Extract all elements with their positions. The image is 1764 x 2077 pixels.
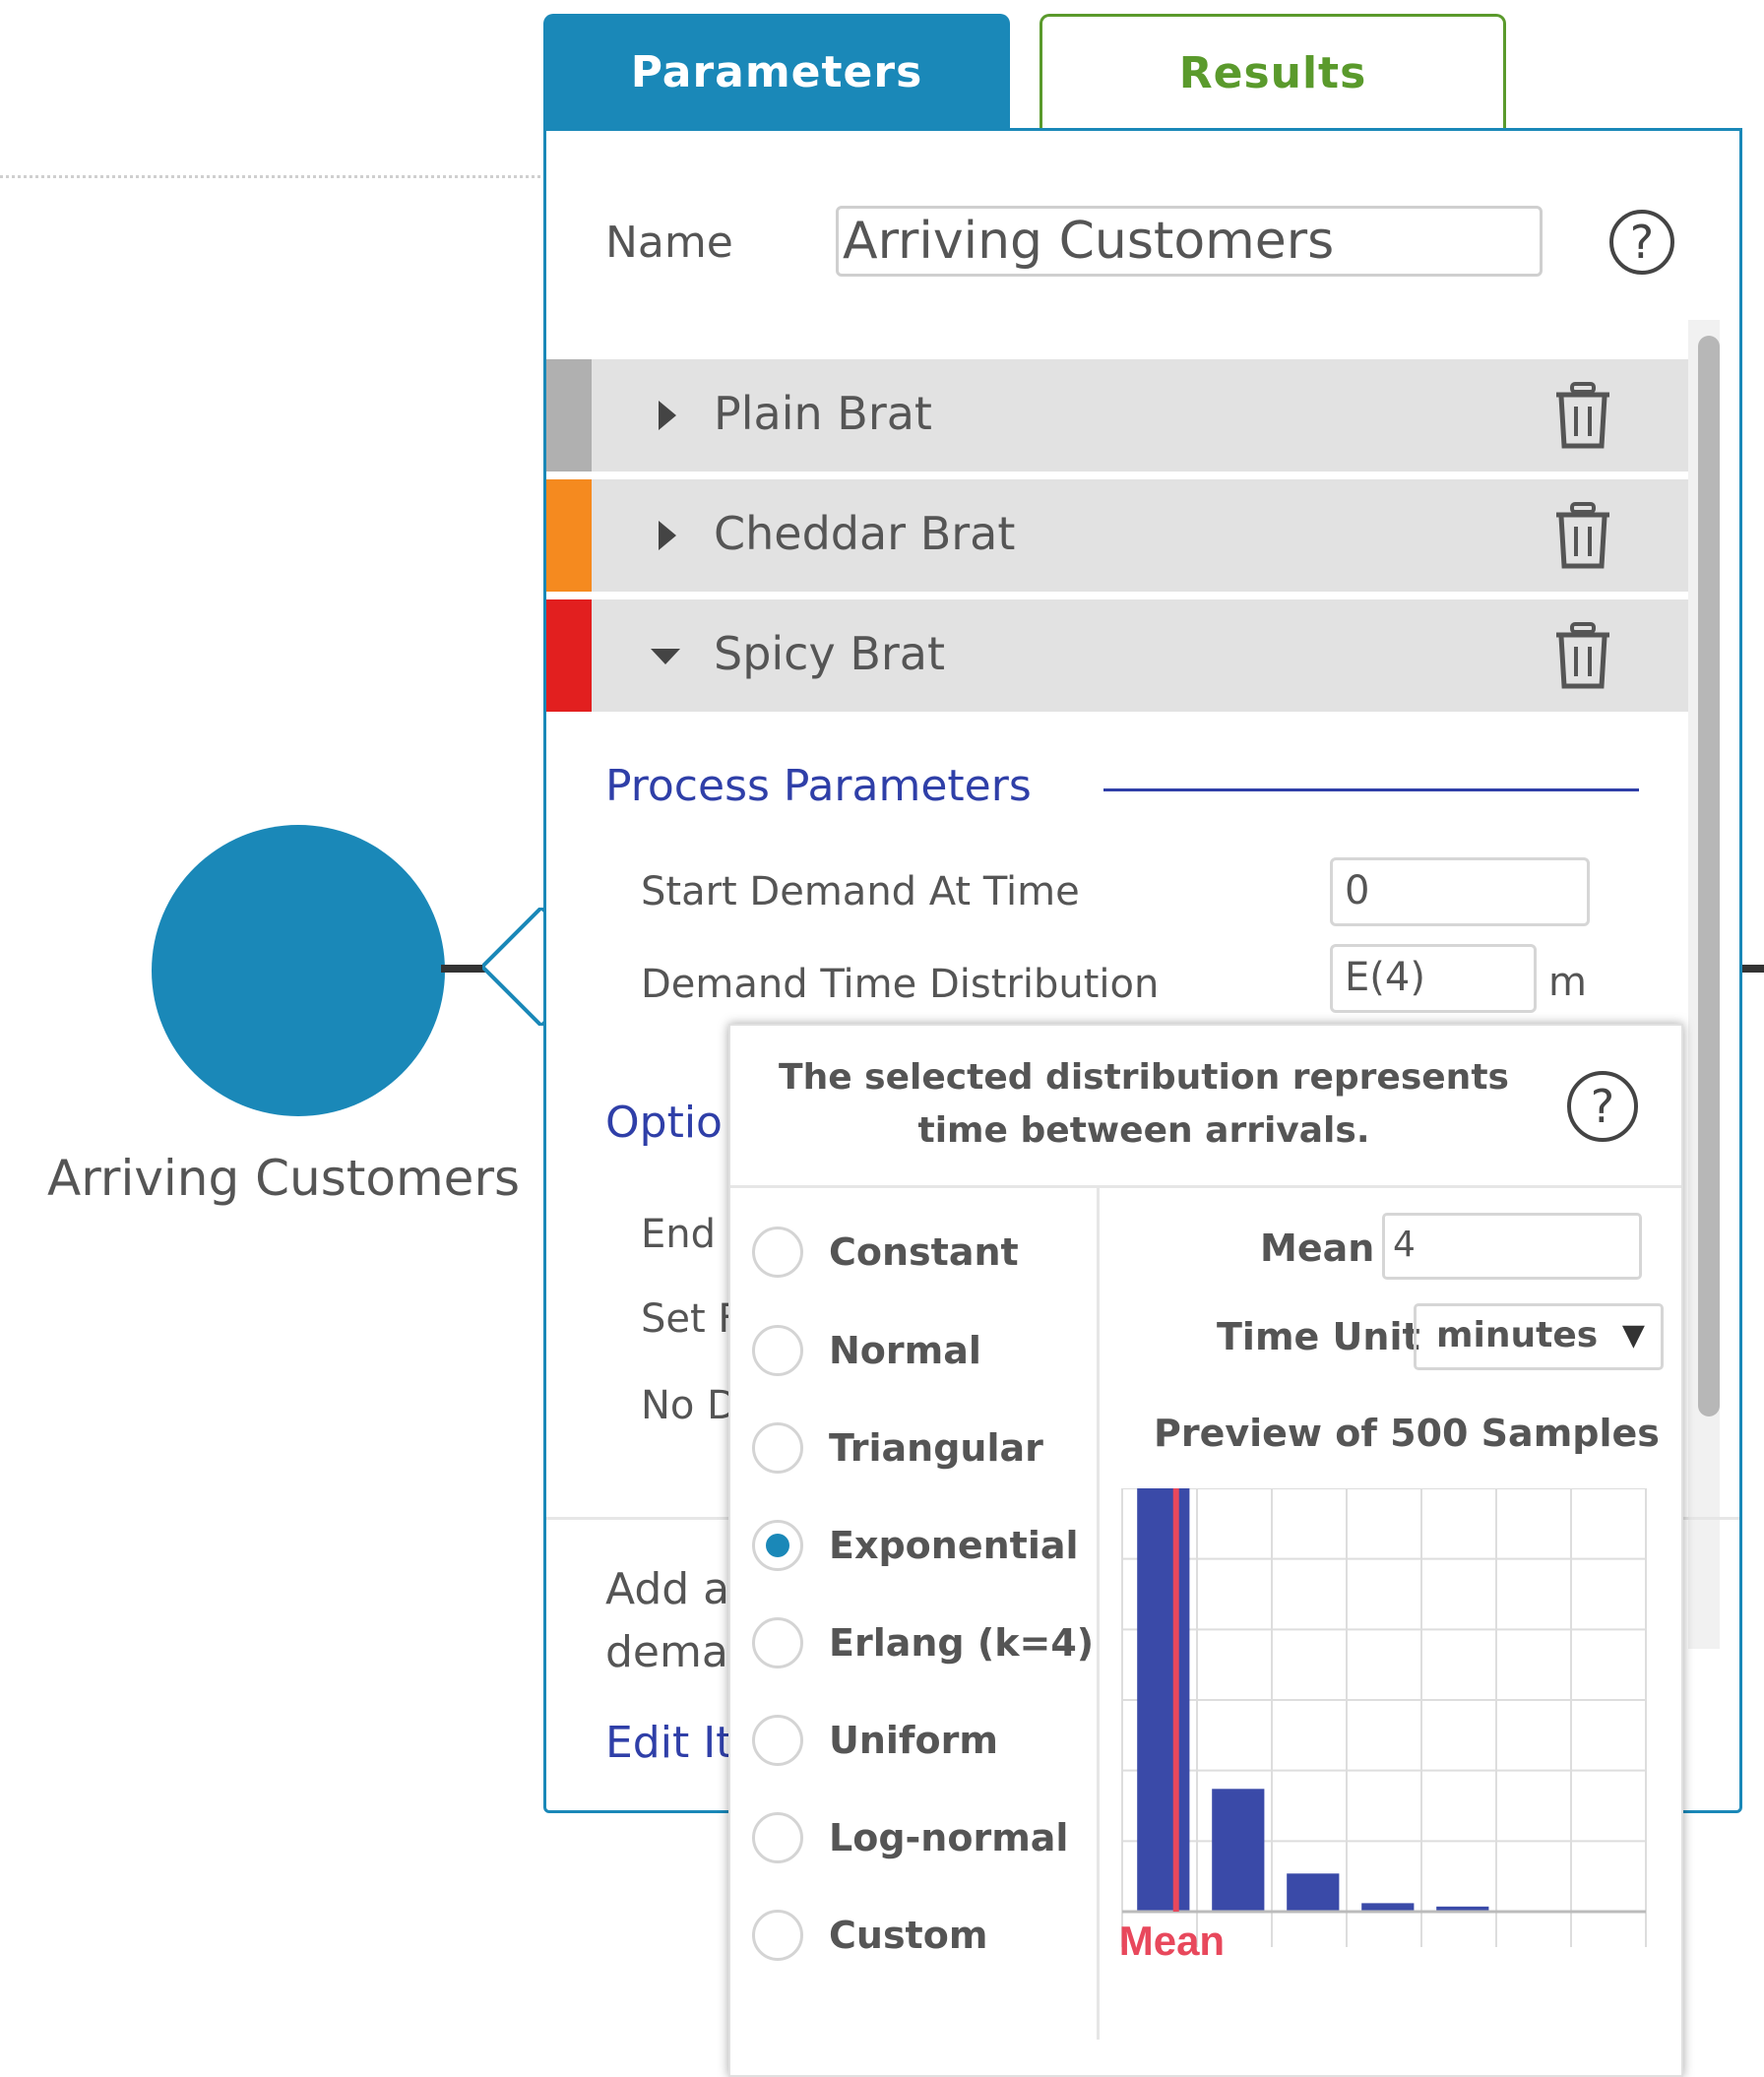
radio-normal[interactable]: Normal — [752, 1319, 981, 1382]
preview-title: Preview of 500 Samples — [1154, 1412, 1660, 1455]
radio-button-selected[interactable] — [752, 1520, 803, 1571]
histogram-bar — [1436, 1906, 1489, 1912]
radio-constant[interactable]: Constant — [752, 1221, 1019, 1284]
tab-parameters[interactable]: Parameters — [543, 14, 1010, 130]
item-color-swatch — [546, 479, 592, 592]
radio-label: Triangular — [829, 1426, 1043, 1470]
trash-icon[interactable] — [1552, 621, 1613, 690]
caret-down-icon[interactable] — [649, 599, 682, 712]
caret-right-icon[interactable] — [657, 359, 678, 472]
demand-distribution-label: Demand Time Distribution — [641, 962, 1160, 1007]
name-label: Name — [605, 218, 733, 268]
item-label: Spicy Brat — [714, 627, 946, 680]
process-parameters-title: Process Parameters — [605, 761, 1032, 811]
radio-log-normal[interactable]: Log-normal — [752, 1806, 1068, 1869]
radio-button[interactable] — [752, 1227, 803, 1278]
panel-scrollbar-thumb[interactable] — [1698, 336, 1720, 1416]
edit-items-link[interactable]: Edit It — [605, 1718, 733, 1768]
radio-button[interactable] — [752, 1812, 803, 1863]
add-text-line: Add a — [605, 1564, 730, 1614]
radio-label: Log-normal — [829, 1816, 1069, 1859]
item-label: Plain Brat — [714, 387, 932, 440]
radio-button[interactable] — [752, 1422, 803, 1474]
sample-histogram: Mean — [1119, 1488, 1647, 1964]
radio-exponential[interactable]: Exponential — [752, 1514, 1079, 1577]
help-icon[interactable]: ? — [1567, 1071, 1638, 1142]
outgoing-connector — [1742, 965, 1764, 973]
help-icon[interactable]: ? — [1609, 210, 1674, 275]
add-text-line: dema — [605, 1627, 728, 1677]
tab-results[interactable]: Results — [1040, 14, 1506, 130]
radio-label: Constant — [829, 1230, 1019, 1274]
radio-label: Normal — [829, 1329, 981, 1372]
histogram-bar — [1287, 1873, 1340, 1912]
start-demand-input[interactable]: 0 — [1330, 857, 1590, 926]
radio-label: Uniform — [829, 1719, 998, 1762]
option-set-label: Set F — [641, 1296, 741, 1342]
radio-triangular[interactable]: Triangular — [752, 1416, 1043, 1479]
add-item-text: Add a dema — [605, 1558, 802, 1684]
caret-right-icon[interactable] — [657, 479, 678, 592]
popup-description: The selected distribution represents tim… — [779, 1057, 1509, 1151]
radio-button[interactable] — [752, 1325, 803, 1376]
node-connector — [441, 965, 485, 973]
mean-marker-label: Mean — [1119, 1918, 1225, 1964]
section-divider — [1103, 788, 1639, 791]
radio-button[interactable] — [752, 1910, 803, 1961]
radio-button[interactable] — [752, 1617, 803, 1668]
radio-label: Custom — [829, 1914, 988, 1957]
radio-button[interactable] — [752, 1715, 803, 1766]
name-input[interactable]: Arriving Customers — [836, 206, 1543, 277]
radio-label: Erlang (k=4) — [829, 1621, 1095, 1665]
mean-input[interactable]: 4 — [1382, 1213, 1642, 1280]
demand-distribution-unit: m — [1548, 960, 1587, 1005]
canvas-grid-line — [0, 175, 546, 178]
item-label: Cheddar Brat — [714, 507, 1016, 560]
node-label: Arriving Customers — [47, 1150, 521, 1207]
radio-erlang[interactable]: Erlang (k=4) — [752, 1611, 1094, 1674]
time-unit-label: Time Unit — [1217, 1315, 1420, 1358]
time-unit-select[interactable]: minutes ▼ — [1414, 1303, 1664, 1370]
dropdown-arrow-icon: ▼ — [1621, 1318, 1645, 1353]
popup-header: The selected distribution represents tim… — [730, 1026, 1681, 1188]
radio-label: Exponential — [829, 1524, 1079, 1567]
item-row-plain-brat[interactable]: Plain Brat — [546, 359, 1688, 472]
arriving-customers-node[interactable] — [152, 825, 445, 1116]
time-unit-value: minutes — [1436, 1315, 1599, 1355]
mean-label: Mean — [1260, 1227, 1375, 1270]
distribution-popup: The selected distribution represents tim… — [728, 1024, 1683, 2077]
radio-uniform[interactable]: Uniform — [752, 1709, 998, 1772]
option-end-label: End — [641, 1212, 717, 1257]
trash-icon[interactable] — [1552, 501, 1613, 570]
trash-icon[interactable] — [1552, 381, 1613, 450]
options-title: Optio — [605, 1098, 723, 1148]
demand-distribution-input[interactable]: E(4) — [1330, 944, 1537, 1013]
histogram-bar — [1137, 1488, 1190, 1912]
popup-column-divider — [1097, 1187, 1100, 2040]
histogram-bar — [1212, 1789, 1265, 1912]
item-row-cheddar-brat[interactable]: Cheddar Brat — [546, 479, 1688, 592]
option-no-label: No D — [641, 1383, 737, 1428]
radio-custom[interactable]: Custom — [752, 1904, 987, 1967]
item-row-spicy-brat[interactable]: Spicy Brat — [546, 599, 1688, 712]
start-demand-label: Start Demand At Time — [641, 869, 1080, 914]
histogram-bar — [1361, 1903, 1415, 1912]
item-color-swatch — [546, 359, 592, 472]
item-color-swatch — [546, 599, 592, 712]
